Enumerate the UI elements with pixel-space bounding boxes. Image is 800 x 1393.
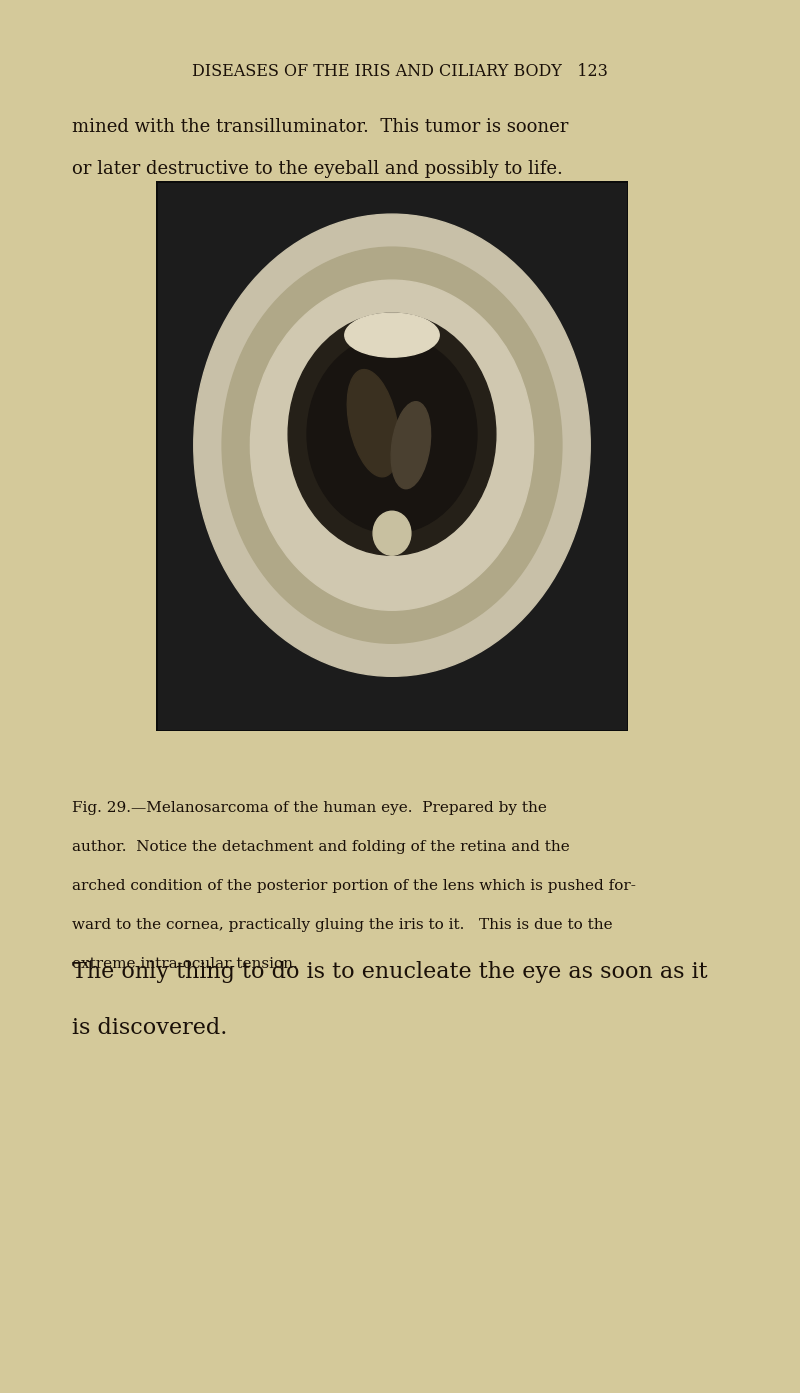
Ellipse shape [347,369,399,476]
Ellipse shape [345,313,439,357]
Text: is discovered.: is discovered. [72,1017,227,1039]
Text: DISEASES OF THE IRIS AND CILIARY BODY   123: DISEASES OF THE IRIS AND CILIARY BODY 12… [192,63,608,79]
Circle shape [222,247,562,644]
Circle shape [373,511,411,556]
Text: or later destructive to the eyeball and possibly to life.: or later destructive to the eyeball and … [72,160,563,178]
Circle shape [250,280,534,610]
Ellipse shape [391,401,430,489]
Text: extreme intra-ocular tension.: extreme intra-ocular tension. [72,957,298,971]
Circle shape [288,313,496,556]
Text: mined with the transilluminator.  This tumor is sooner: mined with the transilluminator. This tu… [72,118,568,137]
Text: Fig. 29.—Melanosarcoma of the human eye.  Prepared by the: Fig. 29.—Melanosarcoma of the human eye.… [72,801,547,815]
Text: The only thing to do is to enucleate the eye as soon as it: The only thing to do is to enucleate the… [72,961,708,983]
Circle shape [194,215,590,677]
Text: arched condition of the posterior portion of the lens which is pushed for-: arched condition of the posterior portio… [72,879,636,893]
Circle shape [307,336,477,534]
Text: author.  Notice the detachment and folding of the retina and the: author. Notice the detachment and foldin… [72,840,570,854]
Text: ward to the cornea, practically gluing the iris to it.   This is due to the: ward to the cornea, practically gluing t… [72,918,613,932]
